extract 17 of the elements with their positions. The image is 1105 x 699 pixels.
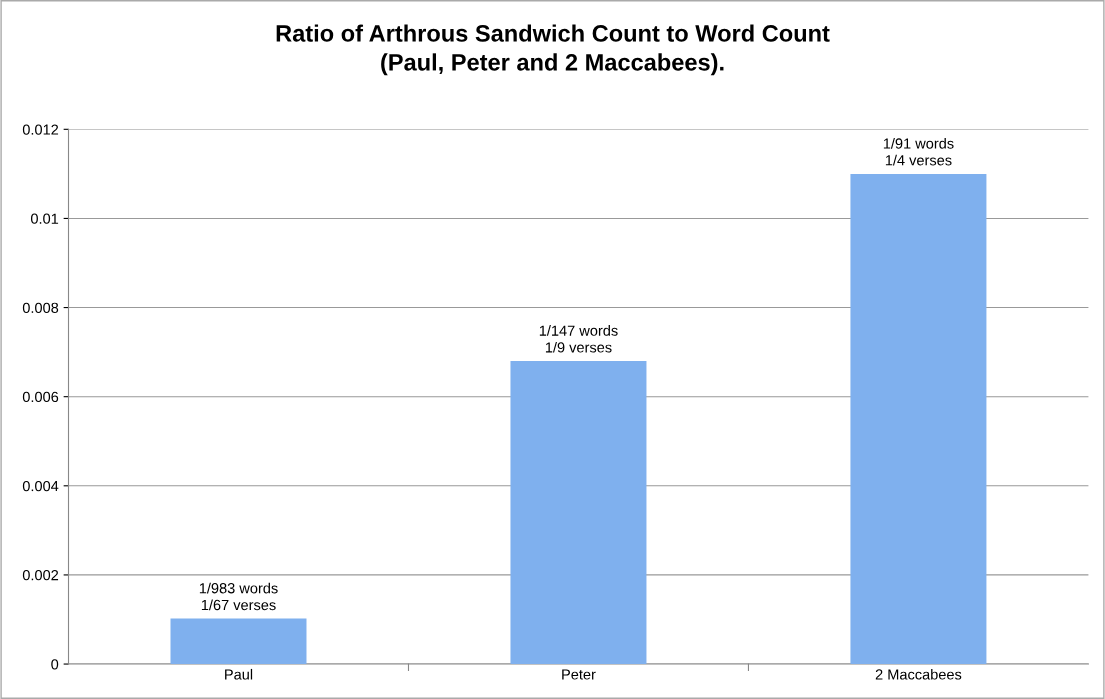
y-tick-label: 0 [51,659,59,670]
data-label: 1/147 words 1/9 verses [539,325,618,353]
y-tick-label: 0.006 [22,391,59,403]
bar [170,618,307,665]
x-tick-label: Paul [225,668,253,680]
x-tick-label: 2 Maccabees [875,668,962,680]
chart-title: Ratio of Arthrous Sandwich Count to Word Count (Paul, Peter and 2 Maccabees). [276,24,830,76]
y-tick-label: 0.002 [22,570,59,581]
y-tick-label: 0.012 [22,124,59,135]
y-tick-label: 0.008 [22,302,59,313]
data-label: 1/91 words 1/4 verses [883,137,954,166]
bar [510,361,647,665]
bar [850,173,987,665]
y-tick-label: 0.004 [22,480,59,492]
data-label: 1/983 words 1/67 verses [199,582,278,611]
y-tick-label: 0.01 [30,213,59,224]
x-tick-label: Peter [562,669,596,680]
